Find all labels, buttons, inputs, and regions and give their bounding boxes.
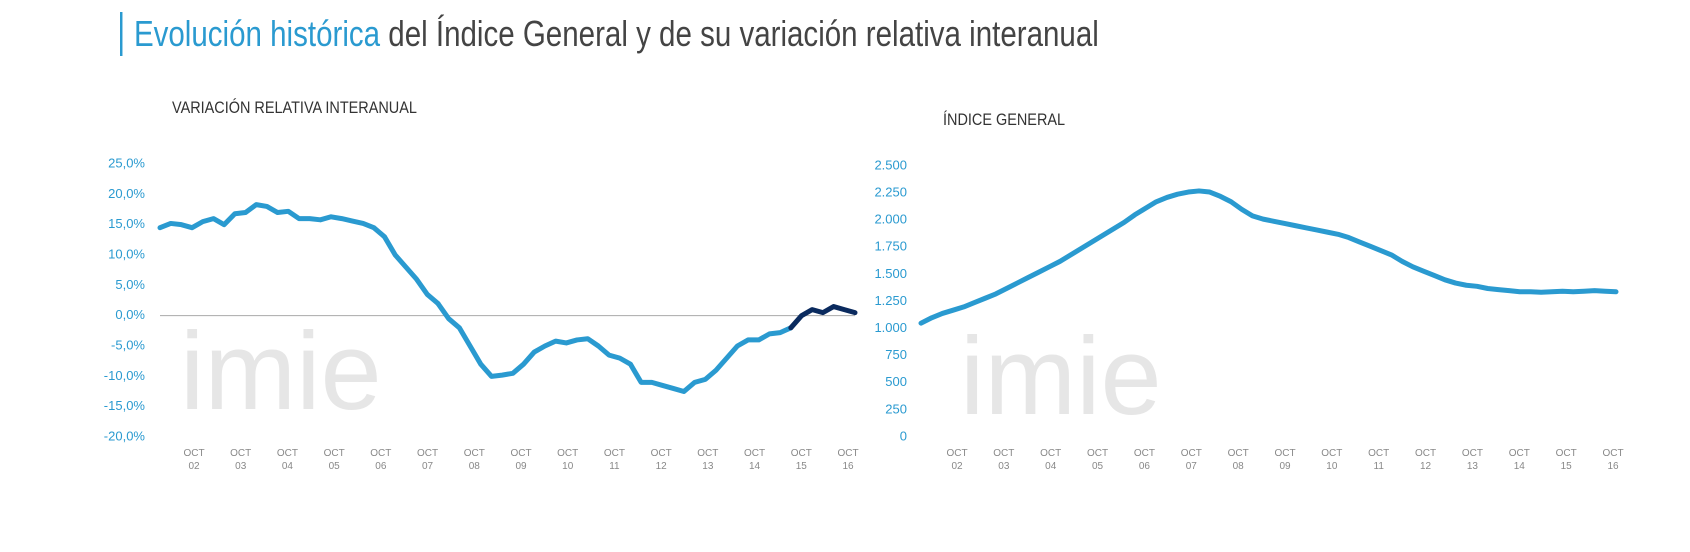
y-tick-label: 2.250 xyxy=(874,185,907,200)
watermark: imie xyxy=(180,310,382,433)
line-series xyxy=(788,304,858,331)
x-tick-label: OCT 06 xyxy=(1133,448,1155,472)
x-tick-label: OCT 03 xyxy=(993,448,1015,472)
y-tick-label: 1.500 xyxy=(874,266,907,281)
page-title: Evolución histórica del Índice General y… xyxy=(120,12,1099,56)
x-tick-label: OCT 12 xyxy=(1415,448,1437,472)
x-tick-label: OCT 02 xyxy=(946,448,968,472)
x-tick-label: OCT 06 xyxy=(370,448,392,472)
x-tick-label: OCT 13 xyxy=(697,448,719,472)
line-series xyxy=(435,301,794,394)
y-tick-label: 2.000 xyxy=(874,212,907,227)
x-tick-label: OCT 11 xyxy=(603,448,625,472)
x-tick-label: OCT 10 xyxy=(557,448,579,472)
x-tick-label: OCT 16 xyxy=(837,448,859,472)
y-tick-label: 1.000 xyxy=(874,320,907,335)
y-tick-label: -10,0% xyxy=(104,368,146,383)
x-tick-label: OCT 13 xyxy=(1461,448,1483,472)
x-tick-label: OCT 14 xyxy=(744,448,766,472)
y-tick-label: 10,0% xyxy=(108,246,145,261)
y-tick-label: 250 xyxy=(885,401,907,416)
y-tick-label: 750 xyxy=(885,347,907,362)
y-tick-label: -5,0% xyxy=(111,337,145,352)
x-tick-label: OCT 16 xyxy=(1602,448,1624,472)
y-tick-label: 500 xyxy=(885,374,907,389)
x-tick-label: OCT 05 xyxy=(323,448,345,472)
y-tick-label: 25,0% xyxy=(108,155,145,170)
y-tick-label: 5,0% xyxy=(115,277,145,292)
x-tick-label: OCT 15 xyxy=(1555,448,1577,472)
chart-title: VARIACIÓN RELATIVA INTERANUAL xyxy=(172,98,417,117)
x-tick-label: OCT 07 xyxy=(417,448,439,472)
y-tick-label: 0,0% xyxy=(115,307,145,322)
x-tick-label: OCT 08 xyxy=(1227,448,1249,472)
x-tick-label: OCT 15 xyxy=(790,448,812,472)
x-tick-label: OCT 12 xyxy=(650,448,672,472)
y-tick-label: 2.500 xyxy=(874,157,907,172)
title-highlight: Evolución histórica xyxy=(133,13,381,54)
y-tick-label: 15,0% xyxy=(108,216,145,231)
y-tick-label: 1.250 xyxy=(874,293,907,308)
x-tick-label: OCT 10 xyxy=(1321,448,1343,472)
x-tick-label: OCT 09 xyxy=(1274,448,1296,472)
x-tick-label: OCT 04 xyxy=(276,448,298,472)
chart-title: ÍNDICE GENERAL xyxy=(943,110,1066,129)
x-tick-label: OCT 14 xyxy=(1508,448,1530,472)
watermark: imie xyxy=(960,315,1162,438)
x-tick-label: OCT 07 xyxy=(1180,448,1202,472)
x-tick-label: OCT 09 xyxy=(510,448,532,472)
y-tick-label: 20,0% xyxy=(108,186,145,201)
x-tick-label: OCT 11 xyxy=(1368,448,1390,472)
y-tick-label: 1.750 xyxy=(874,239,907,254)
x-tick-label: OCT 05 xyxy=(1087,448,1109,472)
y-tick-label: -20,0% xyxy=(104,428,146,443)
x-tick-label: OCT 03 xyxy=(230,448,252,472)
title-text: del Índice General y de su variación rel… xyxy=(388,13,1099,54)
y-tick-label: -15,0% xyxy=(104,398,146,413)
x-tick-label: OCT 08 xyxy=(463,448,485,472)
y-tick-label: 0 xyxy=(900,428,907,443)
line-series xyxy=(157,202,441,307)
line-series xyxy=(918,188,1619,326)
x-tick-label: OCT 04 xyxy=(1040,448,1062,472)
x-tick-label: OCT 02 xyxy=(183,448,205,472)
